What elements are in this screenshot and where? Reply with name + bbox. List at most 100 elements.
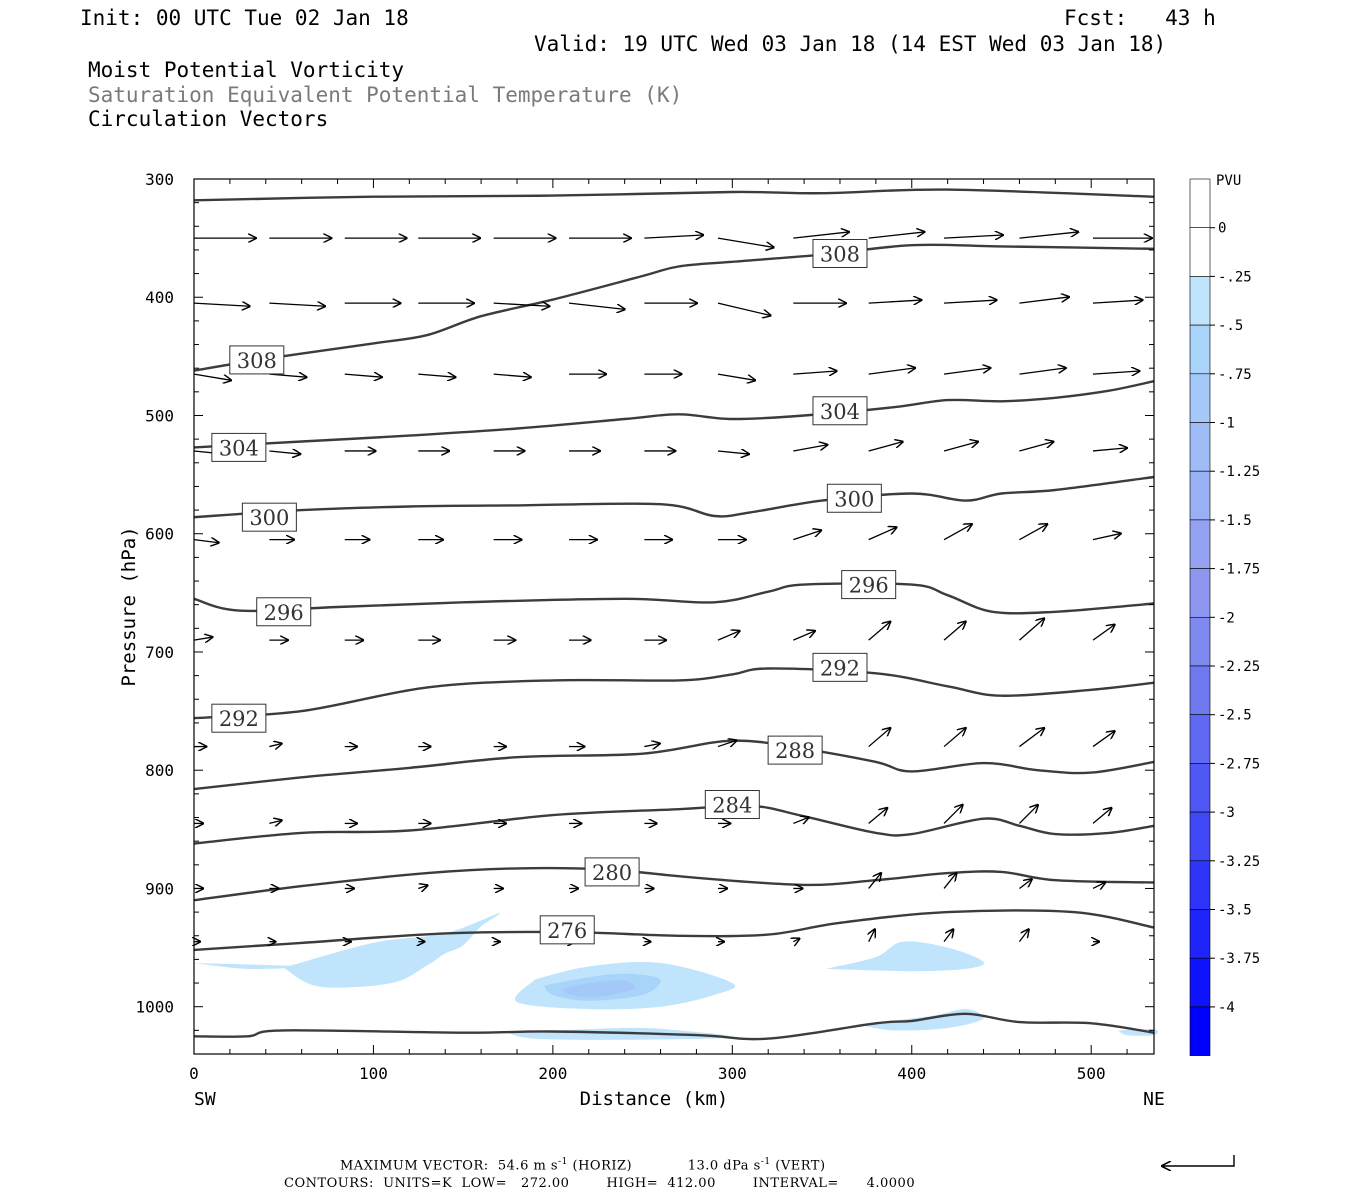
horiz-exponent: -1	[558, 1157, 568, 1167]
max-vector-horiz: 54.6 m s	[497, 1158, 559, 1174]
contour-label: 300	[834, 487, 874, 511]
colorbar-cell	[1189, 909, 1211, 959]
theta-es-contour	[193, 667, 1155, 720]
x-tick-label: 300	[718, 1064, 747, 1083]
circulation-vector	[793, 371, 836, 374]
field-title-vectors: Circulation Vectors	[88, 107, 329, 131]
circulation-vector	[943, 622, 966, 641]
colorbar-cell	[1189, 519, 1211, 569]
colorbar-cell	[1189, 714, 1211, 764]
circulation-vector	[269, 451, 300, 454]
circulation-vector	[868, 300, 922, 303]
contour-label: 276	[547, 919, 587, 943]
circulation-vector	[1019, 368, 1066, 375]
theta-es-contour	[193, 804, 1155, 845]
circulation-vector	[193, 373, 231, 380]
contour-label-box	[812, 238, 868, 268]
contour-label: 304	[820, 400, 860, 424]
circulation-vector	[793, 445, 827, 452]
circulation-vector	[193, 540, 219, 543]
circulation-vector	[944, 235, 1003, 238]
contours-info: CONTOURS: UNITS=K LOW= 272.00 HIGH= 412.…	[284, 1176, 916, 1191]
circulation-vector	[1092, 731, 1115, 748]
circulation-vector	[1018, 805, 1038, 824]
circulation-vector	[1019, 728, 1044, 748]
reference-vector	[1162, 1155, 1235, 1166]
circulation-vector	[644, 235, 703, 238]
contour-label: 292	[219, 707, 259, 731]
contour-label-box	[256, 597, 312, 627]
vert-exponent: -1	[760, 1157, 771, 1167]
circulation-vector	[1092, 300, 1143, 303]
colorbar-tick-label: -.75	[1218, 367, 1252, 383]
theta-es-contour	[193, 380, 1155, 449]
colorbar-cell	[1189, 373, 1211, 423]
contour-label: 304	[219, 436, 259, 460]
x-tick-label: 400	[897, 1064, 926, 1083]
colorbar-cell	[1189, 178, 1211, 229]
contour-label: 308	[237, 349, 277, 373]
contour-label-box	[826, 483, 882, 513]
theta-es-contour	[193, 866, 1155, 902]
circulation-vector	[868, 527, 897, 541]
init-time: Init: 00 UTC Tue 02 Jan 18	[80, 6, 409, 30]
colorbar-cell	[1189, 763, 1211, 813]
contour-label: 296	[264, 601, 304, 625]
circulation-vector	[793, 939, 799, 942]
circulation-vector	[1092, 882, 1105, 888]
colorbar-cell	[1189, 860, 1211, 910]
circulation-vector	[344, 374, 382, 377]
circulation-vector	[1019, 524, 1047, 541]
x-axis-label: Distance (km)	[580, 1088, 729, 1110]
y-tick-label: 400	[145, 288, 174, 307]
theta-es-contour	[193, 188, 1155, 202]
contour-label-box	[241, 502, 297, 532]
theta-es-contour	[193, 739, 1155, 791]
colorbar-cell	[1189, 1006, 1211, 1056]
circulation-vector	[793, 232, 849, 239]
x-tick-label: 500	[1077, 1064, 1106, 1083]
circulation-vector	[644, 743, 660, 746]
circulation-vector	[868, 808, 888, 824]
x-tick-label: 0	[189, 1064, 199, 1083]
contour-label: 300	[249, 506, 289, 530]
contour-label: 292	[820, 656, 860, 680]
vert-suffix: (VERT)	[770, 1158, 826, 1174]
forecast-hour: Fcst: 43 h	[1064, 6, 1216, 30]
circulation-vector	[868, 728, 891, 748]
max-vector-label: MAXIMUM VECTOR:	[340, 1158, 489, 1174]
contour-label-box	[704, 790, 760, 820]
colorbar-tick-label: -1.25	[1218, 464, 1260, 480]
circulation-vector	[1019, 232, 1078, 239]
colorbar-cell	[1189, 227, 1211, 277]
circulation-vector	[1092, 625, 1115, 641]
x-tick-label: 100	[359, 1064, 388, 1083]
circulation-vector	[1019, 879, 1031, 889]
circulation-vector	[868, 873, 881, 889]
theta-es-contour	[193, 243, 1155, 372]
colorbar-tick-label: -3.5	[1218, 903, 1252, 919]
contour-label: 296	[849, 574, 889, 598]
colorbar-tick-label: -1.5	[1218, 513, 1252, 529]
circulation-vector	[868, 232, 925, 239]
colorbar-cell	[1189, 470, 1211, 521]
x-tick-label: 200	[538, 1064, 567, 1083]
y-tick-label: 500	[145, 406, 174, 425]
circulation-vector	[793, 530, 821, 541]
circulation-vector	[1092, 808, 1112, 824]
colorbar-tick-label: -.25	[1218, 269, 1252, 285]
valid-time: Valid: 19 UTC Wed 03 Jan 18 (14 EST Wed …	[534, 32, 1167, 56]
contour-label-box	[539, 915, 595, 945]
colorbar-tick-label: -2.75	[1218, 756, 1260, 772]
circulation-vector	[943, 873, 956, 889]
pv-shaded-region	[283, 913, 501, 988]
contour-label-box	[812, 652, 868, 682]
contour-label: 284	[712, 794, 752, 818]
field-title-mpv: Moist Potential Vorticity	[88, 58, 405, 82]
circulation-vector	[717, 451, 749, 454]
circulation-vector	[717, 740, 737, 746]
circulation-vector	[493, 303, 550, 306]
y-tick-label: 1000	[135, 998, 174, 1017]
circulation-vector	[193, 303, 250, 306]
